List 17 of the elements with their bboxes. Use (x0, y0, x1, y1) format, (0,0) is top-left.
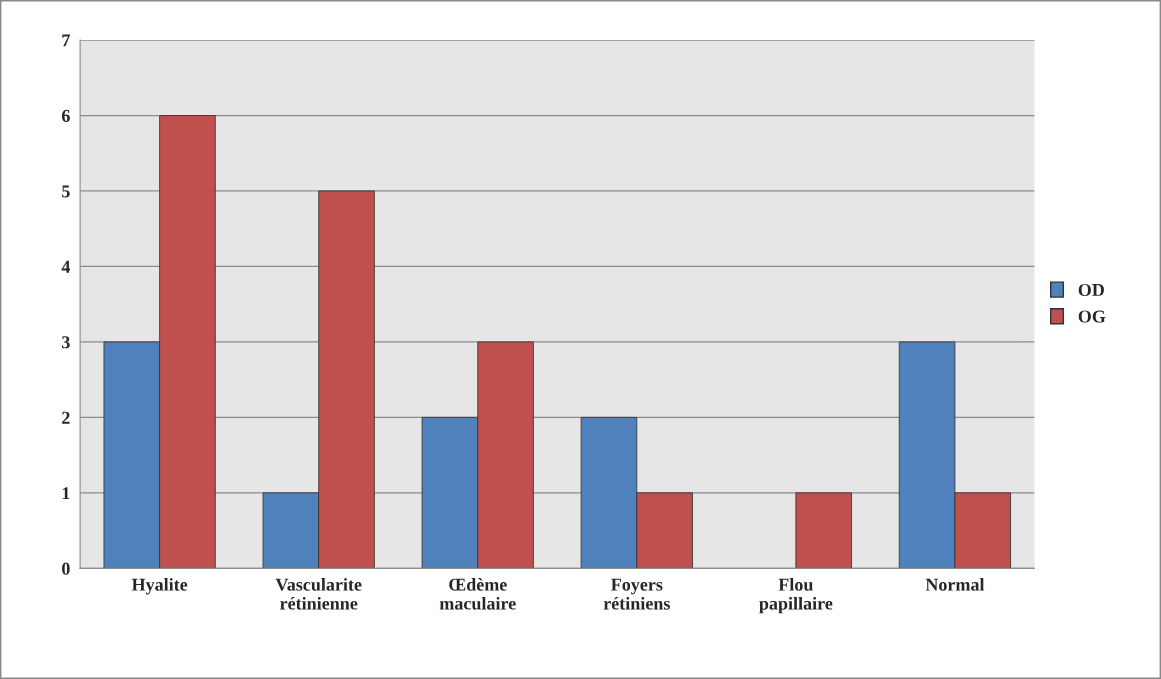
x-tick-label: Foyers rétiniens (603, 578, 670, 610)
x-tick-label: Normal (925, 578, 985, 591)
x-tick-label: Œdème maculaire (439, 578, 516, 610)
y-tick-label: 4 (61, 260, 71, 273)
y-tick-label: 1 (62, 487, 70, 500)
y-tick-label: 3 (62, 336, 70, 349)
y-tick-label: 2 (62, 411, 70, 424)
x-tick-label: Vascularite rétinienne (275, 578, 362, 610)
legend-label: OD (1078, 283, 1104, 297)
bar (795, 492, 852, 569)
y-tick-label: 6 (61, 109, 70, 122)
y-tick-label: 7 (62, 34, 70, 47)
x-tick-label: Hyalite (131, 578, 188, 595)
legend-label: OG (1078, 310, 1106, 323)
x-tick-label: Flou papillaire (759, 578, 833, 614)
y-tick-label: 5 (62, 185, 70, 198)
y-tick-label: 0 (62, 562, 70, 575)
